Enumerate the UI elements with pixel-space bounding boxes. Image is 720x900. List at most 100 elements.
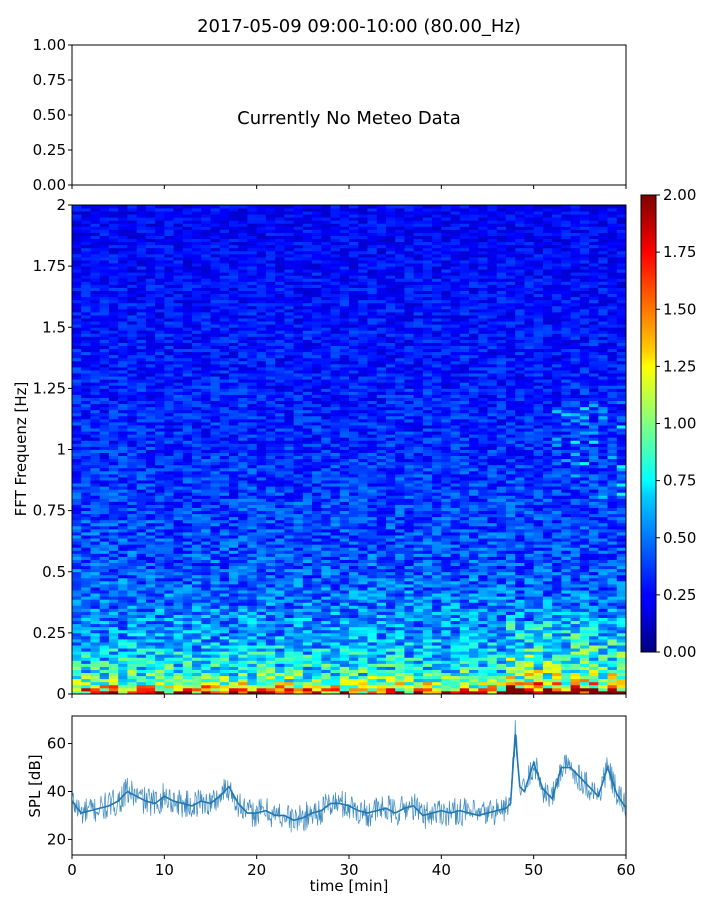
spectrogram-cell [238, 626, 248, 631]
spectrogram-cell [376, 614, 387, 618]
spectrogram-cell [173, 654, 184, 658]
spectrogram-cell [478, 669, 488, 674]
spectrogram-cell [238, 498, 248, 502]
spectrogram-cell [515, 486, 525, 490]
spectrogram-cell [404, 583, 415, 588]
spectrogram-cell [164, 541, 174, 545]
spectrogram-cell [422, 587, 433, 591]
spectrogram-cell [441, 458, 451, 463]
spectrogram-cell [441, 596, 451, 600]
spectrogram-cell [145, 614, 156, 618]
spectrogram-cell [385, 638, 396, 643]
spectrogram-cell [173, 449, 184, 453]
spectrogram-cell [90, 684, 101, 689]
spectrogram-cell [99, 541, 110, 545]
spectrogram-cell [90, 660, 101, 664]
spectrogram-cell [570, 541, 581, 545]
spectrogram-cell [284, 672, 294, 677]
spectrogram-cell [201, 574, 211, 579]
spectrogram-cell [478, 489, 488, 493]
spectrogram-cell [598, 550, 608, 554]
spectrogram-cell [607, 596, 618, 600]
spectrogram-cell [469, 568, 479, 573]
spectrogram-cell [385, 568, 396, 573]
spectrogram-cell [487, 547, 498, 551]
spectrogram-cell [561, 663, 571, 667]
spectrogram-cell [469, 666, 479, 670]
spectrogram-cell [284, 626, 294, 631]
spectrogram-cell [395, 455, 405, 460]
spectrogram-cell [478, 596, 488, 600]
spectrogram-cell [90, 574, 101, 579]
spectrogram-cell [598, 645, 608, 649]
spectrogram-cell [210, 617, 221, 622]
spectrogram-cell [358, 632, 368, 637]
spectrogram-cell [247, 651, 258, 655]
spectrogram-cell [542, 458, 553, 463]
spectrogram-cell [478, 642, 488, 646]
spectrogram-cell [265, 635, 276, 640]
spectrogram-cell [293, 519, 304, 524]
spectrogram-cell [413, 443, 424, 447]
spectrogram-cell [312, 602, 322, 606]
spectrogram-cell [542, 480, 553, 484]
spectrogram-cell [284, 660, 294, 664]
spectrogram-cell [432, 544, 442, 548]
spectrogram-cell [367, 495, 378, 499]
spectrogram-cell [349, 458, 359, 463]
spectrogram-cell [496, 587, 507, 591]
spectrogram-cell [182, 611, 193, 615]
spectrogram-cell [182, 654, 193, 658]
spectrogram-cell [293, 608, 304, 612]
spectrogram-cell [395, 678, 405, 683]
spectrogram-cell [256, 635, 267, 640]
spectrogram-cell [561, 583, 571, 588]
spectrogram-cell [478, 449, 488, 453]
spectrogram-cell [265, 498, 276, 502]
spectrogram-cell [228, 587, 239, 591]
spectrogram-cell [524, 577, 535, 582]
spectrogram-cell [265, 565, 276, 570]
spectrogram-cell [505, 519, 516, 524]
spectrogram-cell [108, 684, 119, 689]
spectrogram-cell [469, 611, 479, 615]
spectrogram-cell [155, 596, 165, 600]
spectrogram-cell [395, 507, 405, 512]
spectrogram-cell [441, 519, 451, 524]
spectrogram-cell [579, 577, 590, 582]
spectrogram-cell [118, 568, 128, 573]
spectrogram-cell [173, 648, 184, 652]
spectrogram-cell [99, 470, 110, 475]
spectrogram-cell [219, 654, 230, 658]
spectrogram-cell [136, 562, 147, 567]
spectrogram-cell [450, 632, 461, 637]
spectrogram-cell [118, 574, 128, 579]
spectrogram-cell [432, 477, 442, 481]
spectrogram-cell [404, 587, 415, 591]
spectrogram-cell [376, 590, 387, 594]
spectrogram-cell [284, 449, 294, 453]
spectrogram-cell [118, 455, 128, 460]
spectrogram-cell [247, 498, 258, 502]
spectrogram-cell [302, 596, 313, 600]
spectrogram-cell [302, 593, 313, 597]
spectrogram-cell [173, 541, 184, 545]
spectrogram-cell [155, 559, 165, 563]
spectrogram-cell [542, 470, 553, 475]
spectrogram-cell [136, 473, 147, 478]
spectrogram-cell [228, 590, 239, 594]
spectrogram-cell [312, 684, 322, 689]
spectrogram-cell [533, 614, 544, 618]
spectrogram-cell [533, 678, 544, 683]
spectrogram-cell [164, 498, 174, 502]
spectrogram-cell [552, 492, 562, 496]
spectrogram-cell [321, 489, 331, 493]
spectrogram-cell [607, 571, 618, 576]
spectrogram-cell [524, 547, 535, 551]
spectrogram-cell [533, 672, 544, 677]
spectrogram-cell [505, 583, 516, 588]
spectrogram-cell [395, 635, 405, 640]
spectrogram-cell [570, 599, 581, 603]
spectrogram-cell [589, 486, 599, 490]
spectrogram-cell [524, 663, 535, 667]
